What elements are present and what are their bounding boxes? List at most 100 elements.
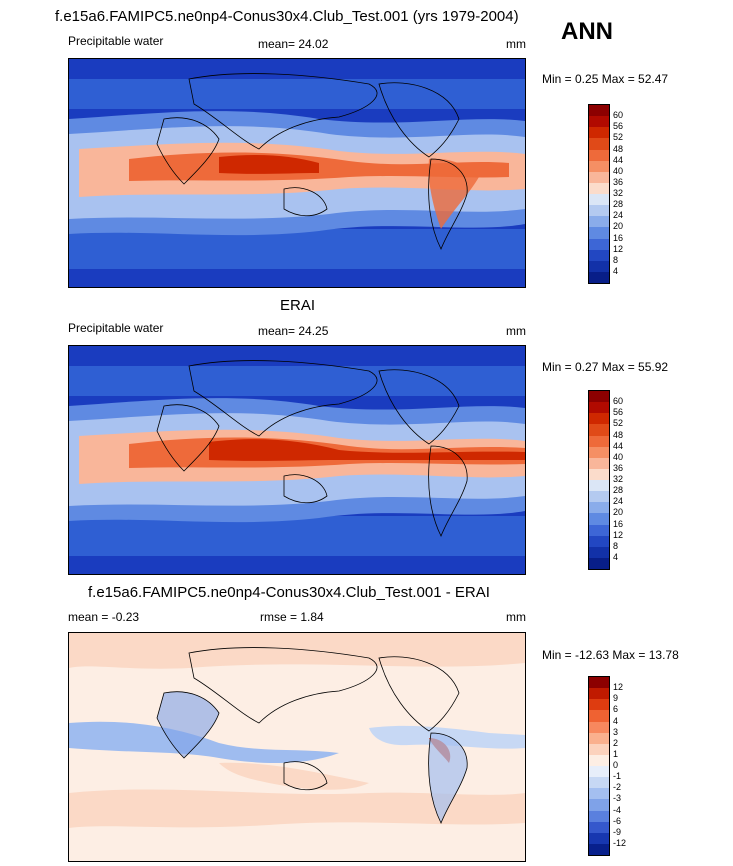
panel1-units: mm: [506, 37, 526, 51]
colorbar-tick-label: 60: [613, 396, 624, 407]
panel3-minmax: Min = -12.63 Max = 13.78: [542, 648, 679, 662]
colorbar-segment: [589, 821, 609, 833]
colorbar-tick-label: 8: [613, 540, 619, 551]
colorbar-segment: [589, 766, 609, 778]
colorbar-segment: [589, 260, 609, 272]
colorbar-segment: [589, 513, 609, 525]
colorbar-segment: [589, 710, 609, 722]
panel2-colorbar: [588, 390, 610, 570]
colorbar-tick-label: 48: [613, 143, 624, 154]
panel1-mean: mean= 24.02: [258, 37, 329, 51]
colorbar-segment: [589, 205, 609, 217]
season-label: ANN: [561, 18, 613, 45]
colorbar-segment: [589, 843, 609, 855]
panel1-title: f.e15a6.FAMIPC5.ne0np4-Conus30x4.Club_Te…: [55, 8, 519, 25]
colorbar-tick-label: 36: [613, 462, 624, 473]
colorbar-segment: [589, 677, 609, 689]
colorbar-segment: [589, 457, 609, 469]
colorbar-segment: [589, 391, 609, 403]
panel2-title: ERAI: [280, 297, 316, 314]
colorbar-tick-label: 60: [613, 110, 624, 121]
colorbar-tick-label: 3: [613, 726, 619, 737]
colorbar-segment: [589, 182, 609, 194]
colorbar-segment: [589, 468, 609, 480]
colorbar-segment: [589, 788, 609, 800]
colorbar-segment: [589, 535, 609, 547]
colorbar-segment: [589, 402, 609, 414]
colorbar-segment: [589, 557, 609, 569]
panel2-colorbar-ticks: 60 56 52 48 44 40 36 32 28 24 20 16 12 8 4: [613, 390, 643, 568]
panel1-colorbar: [588, 104, 610, 284]
colorbar-tick-label: 24: [613, 496, 624, 507]
colorbar-segment: [589, 799, 609, 811]
colorbar-tick-label: 4: [613, 265, 619, 276]
panel3-rmse: rmse = 1.84: [260, 610, 324, 624]
colorbar-tick-label: -3: [613, 793, 622, 804]
colorbar-tick-label: 6: [613, 704, 619, 715]
colorbar-tick-label: 40: [613, 451, 624, 462]
colorbar-segment: [589, 688, 609, 700]
colorbar-tick-label: 32: [613, 188, 624, 198]
colorbar-segment: [589, 699, 609, 711]
colorbar-segment: [589, 116, 609, 128]
colorbar-segment: [589, 413, 609, 425]
colorbar-segment: [589, 743, 609, 755]
colorbar-segment: [589, 832, 609, 844]
colorbar-segment: [589, 160, 609, 172]
colorbar-tick-label: -12: [613, 837, 627, 848]
colorbar-tick-label: 24: [613, 210, 624, 221]
panel3-title: f.e15a6.FAMIPC5.ne0np4-Conus30x4.Club_Te…: [88, 584, 490, 601]
colorbar-tick-label: 32: [613, 474, 624, 484]
colorbar-tick-label: 16: [613, 232, 624, 243]
panel1-colorbar-ticks: 60 56 52 48 44 40 36 32 28 24 20 16 12 8 4: [613, 104, 643, 282]
colorbar-tick-label: -6: [613, 815, 622, 826]
colorbar-tick-label: -9: [613, 826, 622, 837]
colorbar-tick-label: 48: [613, 429, 624, 440]
colorbar-tick-label: 52: [613, 132, 624, 143]
panel3-mean: mean = -0.23: [68, 610, 140, 624]
colorbar-segment: [589, 249, 609, 261]
colorbar-tick-label: 36: [613, 176, 624, 187]
colorbar-tick-label: 12: [613, 529, 624, 540]
colorbar-tick-label: 28: [613, 199, 624, 210]
colorbar-tick-label: 0: [613, 760, 619, 770]
colorbar-tick-label: 28: [613, 485, 624, 496]
colorbar-tick-label: -2: [613, 782, 622, 793]
panel2-mean: mean= 24.25: [258, 324, 329, 338]
panel2-field-label: Precipitable water: [68, 321, 164, 335]
colorbar-segment: [589, 105, 609, 117]
colorbar-segment: [589, 424, 609, 436]
panel3-map-field: [69, 633, 525, 861]
colorbar-segment: [589, 810, 609, 822]
colorbar-tick-label: 20: [613, 507, 624, 518]
colorbar-segment: [589, 446, 609, 458]
colorbar-tick-label: 1: [613, 748, 619, 759]
panel2-units: mm: [506, 324, 526, 338]
colorbar-tick-label: 20: [613, 221, 624, 232]
colorbar-segment: [589, 491, 609, 503]
colorbar-segment: [589, 777, 609, 789]
colorbar-segment: [589, 502, 609, 514]
colorbar-segment: [589, 435, 609, 447]
panel1-field-label: Precipitable water: [68, 34, 164, 48]
colorbar-segment: [589, 216, 609, 228]
colorbar-segment: [589, 754, 609, 766]
colorbar-segment: [589, 271, 609, 283]
colorbar-segment: [589, 480, 609, 492]
colorbar-tick-label: 9: [613, 693, 619, 704]
colorbar-tick-label: 4: [613, 715, 619, 726]
panel3-colorbar-ticks: 12 9 6 4 3 2 1 0 -1 -2 -3 -4 -6 -9 -12: [613, 676, 643, 854]
panel3-colorbar: [588, 676, 610, 856]
colorbar-tick-label: 44: [613, 154, 624, 165]
panel1-map-field: [69, 59, 525, 287]
colorbar-segment: [589, 732, 609, 744]
colorbar-tick-label: 56: [613, 121, 624, 132]
colorbar-segment: [589, 138, 609, 150]
colorbar-segment: [589, 194, 609, 206]
colorbar-segment: [589, 721, 609, 733]
panel3-units: mm: [506, 610, 526, 624]
colorbar-tick-label: -4: [613, 804, 622, 815]
colorbar-tick-label: 2: [613, 737, 619, 748]
panel2-map-field: [69, 346, 525, 574]
colorbar-segment: [589, 227, 609, 239]
